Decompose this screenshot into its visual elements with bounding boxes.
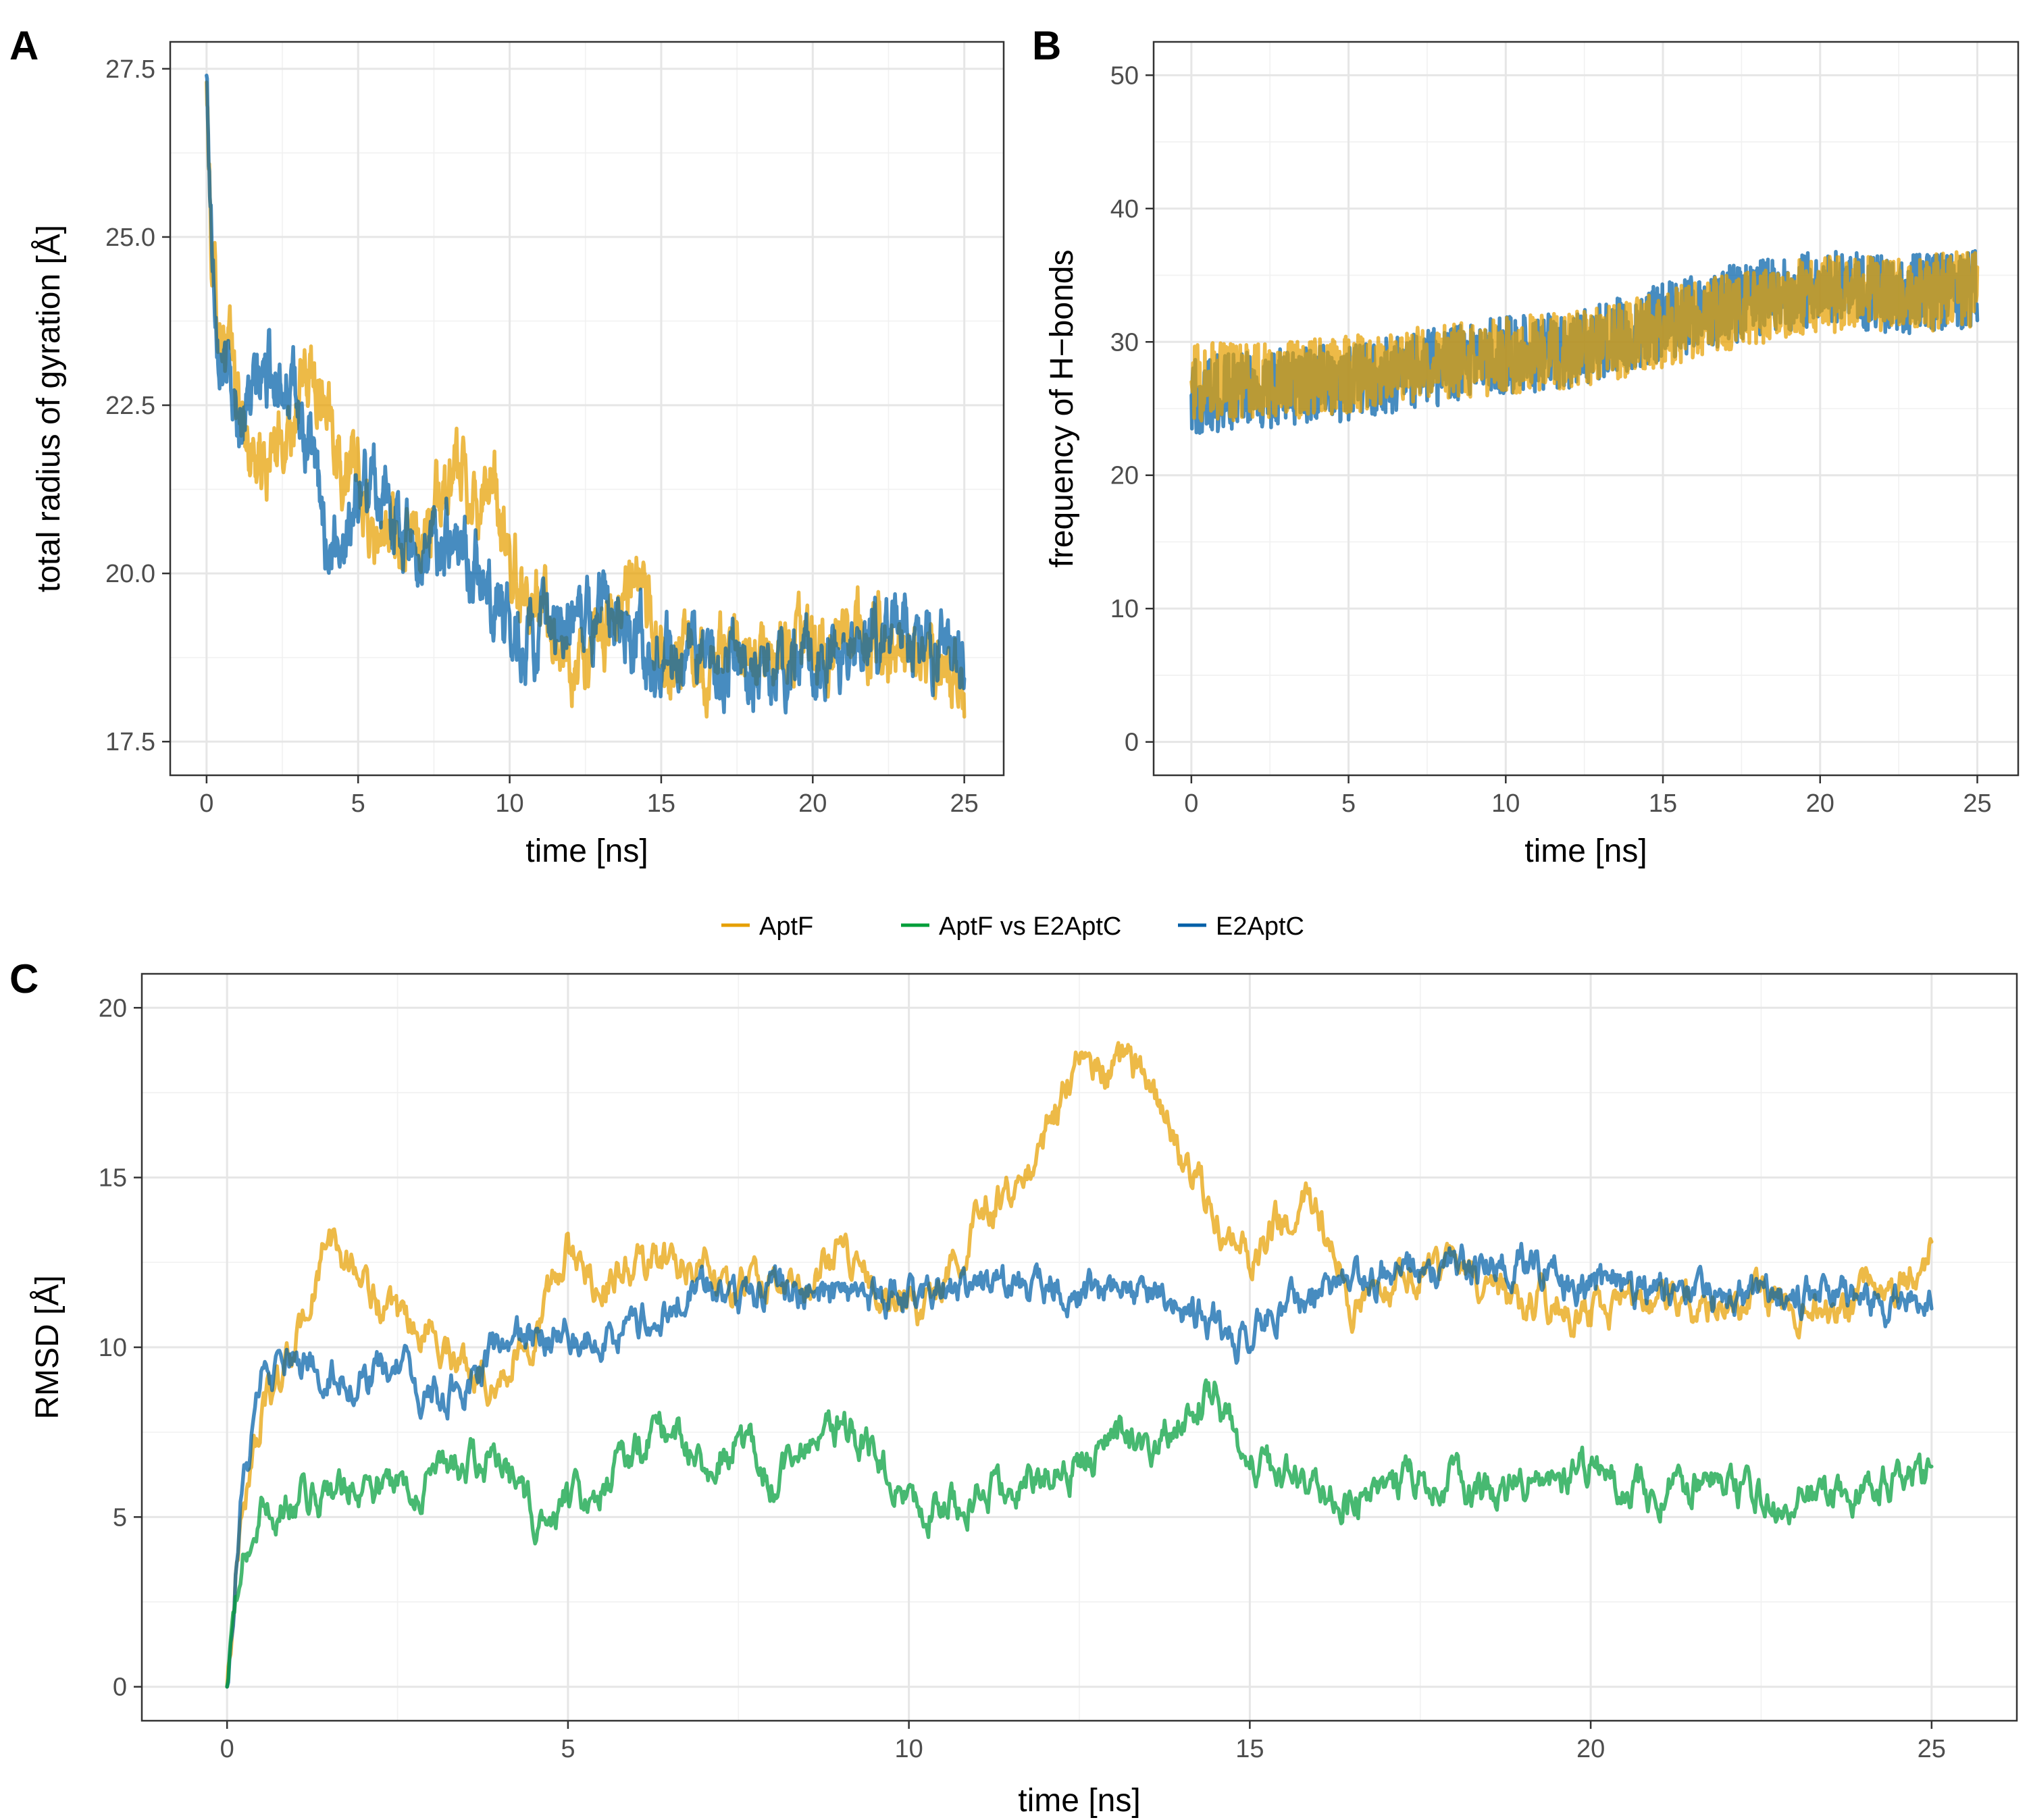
panel-b-y-axis-title: frequency of H−bonds [1044,250,1080,568]
y-tick-label: 50 [1110,61,1139,90]
panel-c-y-axis-title: RMSD [Å] [30,1275,66,1419]
panel-a-frame [169,41,1005,777]
panel-c-series [225,1041,1934,1689]
x-tick-label: 15 [647,789,675,818]
y-tick-label: 25.0 [105,224,155,252]
panel-a-series [205,74,967,719]
panel-b-x-axis-title: time [ns] [1524,833,1647,869]
x-tick-label: 0 [199,789,213,818]
x-tick-label: 20 [798,789,827,818]
y-tick-label: 5 [113,1503,127,1532]
series-line-aptf-vs-e2aptc [225,1378,1934,1689]
panel-a-letter: A [9,23,38,68]
y-tick-label: 27.5 [105,55,155,84]
x-tick-label: 25 [1963,789,1991,818]
x-tick-label: 5 [351,789,365,818]
x-tick-label: 0 [1184,789,1198,818]
x-tick-label: 20 [1576,1735,1605,1763]
panel-c-letter: C [9,956,38,1002]
y-tick-label: 20 [99,994,127,1022]
x-tick-label: 5 [1341,789,1356,818]
y-tick-label: 30 [1110,328,1139,357]
y-tick-label: 20.0 [105,560,155,588]
panel-c: 0 5 10 15 20 25 0 5 10 15 20 time [ns] RMSD [Å] C [9,956,2018,1819]
panel-c-x-axis-title: time [ns] [1018,1783,1140,1819]
y-tick-label: 17.5 [105,728,155,756]
panel-c-grid [142,974,2017,1721]
x-tick-label: 25 [950,789,979,818]
panel-a-x-axis-title: time [ns] [525,833,648,869]
panel-b-letter: B [1032,23,1061,68]
y-tick-label: 10 [99,1334,127,1362]
x-tick-label: 10 [1491,789,1520,818]
y-tick-label: 22.5 [105,392,155,420]
x-tick-label: 10 [894,1735,923,1763]
y-tick-label: 40 [1110,195,1139,224]
y-tick-label: 20 [1110,462,1139,490]
legend-label-e2aptc: E2AptC [1216,912,1304,941]
x-tick-label: 10 [495,789,523,818]
legend-label-aptf: AptF [759,912,813,941]
series-line-e2aptc [225,1241,1934,1689]
x-tick-label: 15 [1235,1735,1264,1763]
y-tick-label: 0 [113,1673,127,1702]
series-line-aptf [205,80,967,719]
legend-label-aptf-vs-e2aptc: AptF vs E2AptC [939,912,1121,941]
panel-a: 0 5 10 15 20 25 17.5 20.0 22.5 25.0 27.5 time [ns] t… [9,23,1005,869]
y-tick-label: 10 [1110,595,1139,623]
panel-a-axes: 0 5 10 15 20 25 17.5 20.0 22.5 25.0 27.5 [105,55,979,818]
x-tick-label: 0 [220,1735,234,1763]
x-tick-label: 20 [1806,789,1834,818]
series-line-aptf [1189,250,1980,423]
legend: AptF AptF vs E2AptC E2AptC [721,912,1304,941]
panel-b: 0 5 10 15 20 25 0 10 20 30 40 50 time [ns] frequency … [1032,23,2020,869]
series-line-e2aptc [205,74,967,715]
y-tick-label: 0 [1125,729,1139,757]
panel-a-y-axis-title: total radius of gyration [Å] [31,225,67,592]
x-tick-label: 5 [561,1735,575,1763]
panel-b-series [1189,249,1980,435]
x-tick-label: 25 [1918,1735,1946,1763]
y-tick-label: 15 [99,1164,127,1193]
x-tick-label: 15 [1649,789,1677,818]
panel-c-axes: 0 5 10 15 20 25 0 5 10 15 20 [99,994,1946,1763]
panel-b-frame [1152,41,2020,777]
panel-b-axes: 0 5 10 15 20 25 0 10 20 30 40 50 [1110,61,1992,818]
